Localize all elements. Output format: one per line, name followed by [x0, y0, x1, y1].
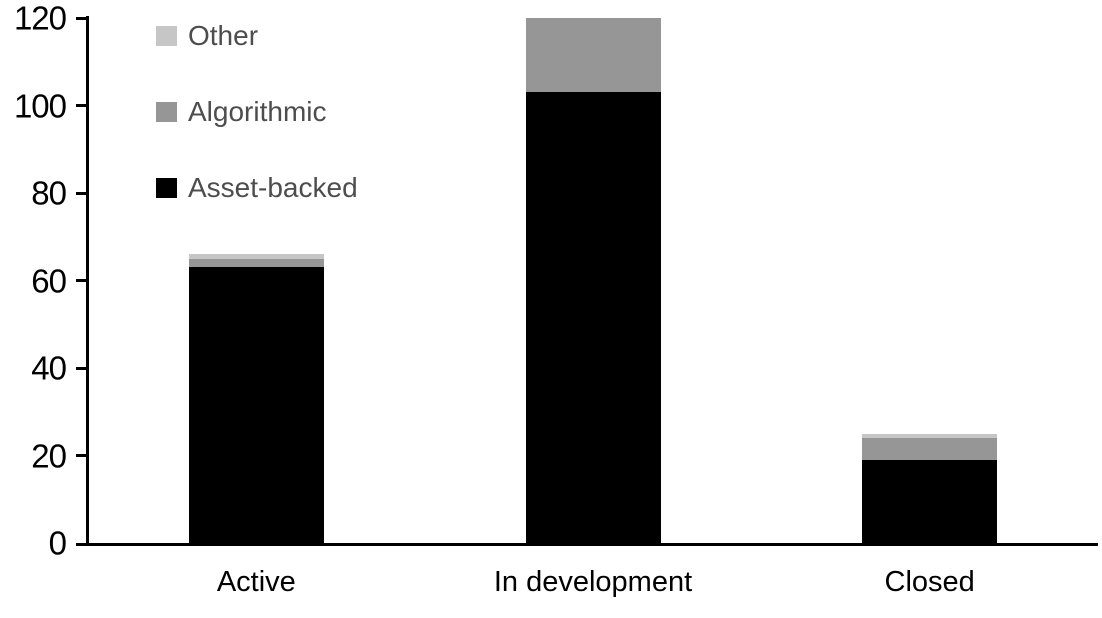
algorithmic-swatch-icon	[156, 102, 177, 122]
y-axis-tick-label: 100	[13, 87, 67, 124]
y-axis-tick	[76, 454, 87, 457]
x-axis-category-label: Active	[216, 566, 296, 598]
y-axis-tick-label: 40	[31, 349, 67, 387]
y-axis-tick-label: 60	[31, 262, 67, 299]
legend-label: Asset-backed	[188, 172, 358, 203]
legend-item-other: Other	[156, 22, 358, 50]
y-axis-tick-label: 0	[48, 524, 67, 562]
bar-segment-other	[188, 254, 324, 259]
y-axis-tick	[76, 191, 87, 195]
other-swatch-icon	[156, 26, 177, 46]
bar-segment-asset-backed	[188, 267, 324, 543]
y-axis-tick	[76, 16, 87, 20]
bar-segment-algorithmic	[188, 258, 324, 268]
asset-backed-swatch-icon	[156, 178, 177, 198]
bar-segment-other	[862, 433, 998, 438]
y-axis-tick-label: 120	[13, 0, 67, 37]
legend-item-algorithmic: Algorithmic	[156, 98, 358, 126]
x-axis-line	[76, 543, 1098, 546]
legend-item-asset-backed: Asset-backed	[156, 174, 358, 202]
y-axis-tick	[76, 104, 87, 107]
y-axis-line	[86, 16, 89, 546]
bar-segment-asset-backed	[525, 92, 661, 543]
bar-segment-algorithmic	[862, 438, 998, 460]
y-axis-tick	[76, 366, 87, 370]
chart-legend: Other Algorithmic Asset-backed	[156, 22, 358, 202]
bar-segment-asset-backed	[862, 459, 998, 543]
x-axis-category-label: Closed	[884, 566, 975, 598]
legend-label: Other	[188, 20, 259, 51]
x-axis-category-label: In development	[493, 566, 693, 598]
y-axis-tick-label: 80	[31, 174, 67, 212]
y-axis-tick-label: 20	[31, 437, 67, 474]
bar-segment-algorithmic	[525, 18, 661, 93]
legend-label: Algorithmic	[188, 96, 327, 127]
y-axis-tick	[76, 279, 87, 282]
